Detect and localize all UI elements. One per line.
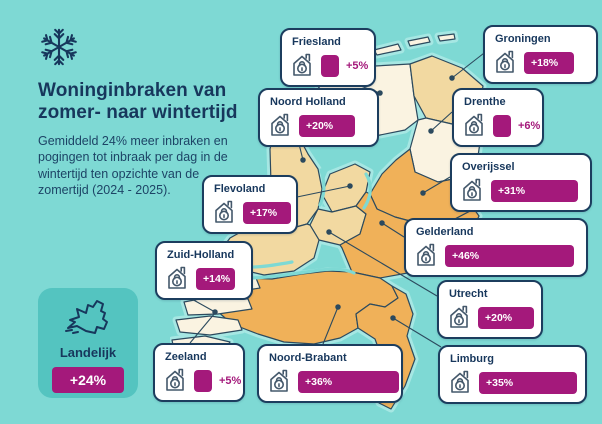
- house-lock-icon: [463, 113, 486, 138]
- percentage-value: +5%: [346, 59, 369, 72]
- label-card-overijssel: Overijssel +31%: [450, 153, 592, 212]
- province-name: Groningen: [495, 33, 551, 45]
- label-card-friesland: Friesland +5%: [280, 28, 376, 87]
- percentage-badge: +35%: [479, 371, 577, 394]
- province-name: Noord-Brabant: [269, 352, 347, 364]
- national-card: Landelijk +24%: [38, 288, 138, 398]
- province-name: Friesland: [292, 36, 341, 48]
- house-lock-icon: [166, 266, 189, 291]
- snowflake-icon: [40, 28, 78, 66]
- label-card-zuid-holland: Zuid-Holland +14%: [155, 241, 253, 300]
- label-card-zeeland: Zeeland +5%: [153, 343, 245, 402]
- province-name: Gelderland: [416, 226, 474, 238]
- percentage-badge: +46%: [445, 244, 574, 267]
- house-lock-icon: [213, 200, 236, 225]
- national-label: Landelijk: [59, 345, 117, 360]
- label-card-limburg: Limburg +35%: [438, 345, 587, 404]
- house-lock-icon: [269, 113, 292, 138]
- province-name: Overijssel: [462, 161, 515, 173]
- province-name: Flevoland: [214, 183, 266, 195]
- province-name: Drenthe: [464, 96, 506, 108]
- house-lock-icon: [448, 305, 471, 330]
- label-card-utrecht: Utrecht +20%: [437, 280, 543, 339]
- house-lock-icon: [268, 369, 291, 394]
- percentage-badge: +20%: [299, 114, 355, 137]
- netherlands-outline-icon: [65, 300, 108, 334]
- province-name: Noord Holland: [270, 96, 346, 108]
- house-lock-icon: [461, 178, 484, 203]
- province-name: Limburg: [450, 353, 494, 365]
- percentage-value: +5%: [219, 374, 242, 387]
- percentage-badge: +31%: [491, 179, 578, 202]
- label-card-gelderland: Gelderland +46%: [404, 218, 588, 277]
- page-subtitle: Gemiddeld 24% meer inbraken en pogingen …: [38, 134, 228, 197]
- house-lock-icon: [164, 368, 187, 393]
- percentage-badge: [493, 114, 511, 137]
- percentage-badge: +18%: [524, 51, 574, 74]
- province-name: Zuid-Holland: [167, 249, 235, 261]
- province-name: Zeeland: [165, 351, 207, 363]
- header: Woninginbraken van zomer- naar wintertij…: [38, 26, 238, 198]
- percentage-badge: +20%: [478, 306, 534, 329]
- national-badge: +24%: [52, 367, 124, 393]
- percentage-badge: [321, 54, 339, 77]
- percentage-badge: [194, 369, 212, 392]
- label-card-flevoland: Flevoland +17%: [202, 175, 298, 234]
- percentage-badge: +14%: [196, 267, 235, 290]
- house-lock-icon: [449, 370, 472, 395]
- house-lock-icon: [494, 50, 517, 75]
- page-title: Woninginbraken van zomer- naar wintertij…: [38, 80, 238, 124]
- label-card-drenthe: Drenthe +6%: [452, 88, 544, 147]
- house-lock-icon: [415, 243, 438, 268]
- percentage-value: +6%: [518, 119, 541, 132]
- label-card-groningen: Groningen +18%: [483, 25, 598, 84]
- label-card-noord-holland: Noord Holland +20%: [258, 88, 379, 147]
- province-name: Utrecht: [449, 288, 488, 300]
- label-card-noord-brabant: Noord-Brabant +36%: [257, 344, 403, 403]
- percentage-badge: +36%: [298, 370, 399, 393]
- percentage-badge: +17%: [243, 201, 291, 224]
- house-lock-icon: [291, 53, 314, 78]
